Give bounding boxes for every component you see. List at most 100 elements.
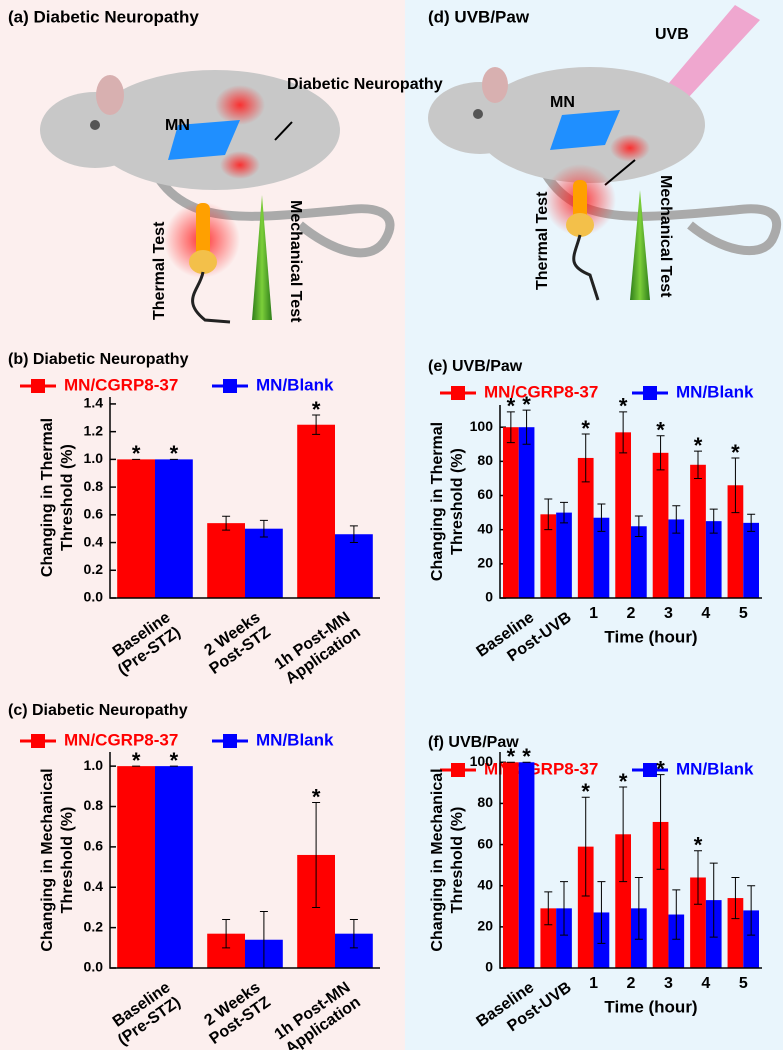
error-bar (693, 450, 702, 479)
bar (117, 766, 155, 968)
y-axis-label: Threshold (%) (59, 444, 76, 551)
bar (743, 522, 760, 598)
bar (556, 908, 572, 968)
bar (556, 512, 572, 598)
y-tick-label: 0 (485, 589, 493, 605)
mouse-illustration (40, 70, 395, 324)
mn-label: MN (550, 94, 575, 111)
legend-label: MN/CGRP8-37 (64, 375, 178, 394)
error-bar (597, 503, 606, 532)
y-tick-label: 0 (485, 959, 493, 975)
error-bar (672, 889, 681, 940)
y-axis-label: Threshold (%) (449, 807, 466, 914)
axis-line (109, 397, 380, 599)
axis-line (109, 752, 380, 969)
bar (631, 526, 647, 598)
error-bar (634, 515, 643, 538)
y-tick-label: 0.6 (84, 506, 104, 522)
y-tick-label: 0.4 (84, 533, 104, 549)
chart-title: (f) UVB/Paw (428, 734, 519, 751)
significance-mark: * (581, 779, 590, 804)
x-tick-label: 4 (701, 605, 710, 622)
x-tick-label: 5 (739, 605, 748, 622)
axis-line (499, 405, 762, 599)
error-bar (259, 519, 268, 538)
y-tick-label: 1.0 (84, 757, 104, 773)
error-bar (634, 876, 643, 940)
axis-line (499, 752, 762, 969)
error-bar (349, 525, 358, 544)
legend-swatch (643, 763, 657, 777)
y-tick-label: 40 (477, 520, 493, 536)
y-tick-label: 100 (470, 753, 494, 769)
x-tick-label: 3 (664, 975, 673, 992)
legend-label: MN/CGRP8-37 (64, 730, 178, 749)
y-axis-label: Changing in Mechanical (429, 768, 446, 951)
significance-mark: * (656, 418, 665, 443)
error-bar (560, 881, 569, 936)
x-tick-label: 3 (664, 605, 673, 622)
legend-swatch (643, 386, 657, 400)
site-label: Diabetic Neuropathy (287, 76, 443, 93)
x-tick-label: 2 (627, 975, 636, 992)
error-bar (544, 891, 553, 926)
bar (502, 427, 519, 598)
panel-title: (a) Diabetic Neuropathy (8, 7, 199, 26)
legend-label: MN/Blank (256, 375, 334, 394)
bar (668, 519, 685, 598)
bar (207, 523, 245, 598)
bar (117, 459, 155, 598)
error-bar (349, 919, 358, 949)
y-tick-label: 0.8 (84, 478, 104, 494)
error-bar (709, 508, 718, 534)
significance-mark: * (656, 756, 665, 781)
significance-mark: * (170, 441, 179, 466)
error-bar (656, 774, 665, 870)
significance-mark: * (522, 392, 531, 417)
bar (335, 534, 373, 598)
error-bar (597, 881, 606, 944)
bar (155, 766, 193, 968)
significance-mark: * (731, 440, 740, 465)
bar (652, 452, 669, 598)
y-tick-label: 0.4 (84, 878, 104, 894)
bar (727, 898, 744, 968)
error-bar (747, 885, 756, 936)
legend-swatch (31, 379, 45, 393)
legend-label: MN/CGRP8-37 (484, 382, 598, 401)
error-bar (709, 862, 718, 938)
chart-title: (b) Diabetic Neuropathy (8, 351, 189, 368)
y-axis-label: Threshold (%) (59, 807, 76, 914)
y-axis-label: Changing in Thermal (39, 418, 56, 577)
significance-mark: * (507, 744, 516, 769)
significance-mark: * (522, 744, 531, 769)
x-tick-label: 5 (739, 975, 748, 992)
significance-mark: * (619, 769, 628, 794)
error-bar (522, 409, 531, 445)
y-tick-label: 0.0 (84, 589, 104, 605)
y-axis-label: Changing in Thermal (429, 422, 446, 581)
error-bar (312, 414, 321, 435)
bar (155, 459, 193, 598)
y-tick-label: 1.2 (84, 422, 104, 438)
mouse-illustration (428, 5, 782, 301)
bar (690, 877, 706, 968)
error-bar (672, 505, 681, 534)
y-tick-label: 1.0 (84, 450, 104, 466)
bar (518, 427, 535, 598)
error-bar (619, 411, 628, 454)
y-tick-label: 0.2 (84, 561, 104, 577)
beam-label: UVB (655, 26, 689, 43)
legend-label: MN/Blank (676, 759, 754, 778)
y-tick-label: 60 (477, 486, 493, 502)
error-bar (693, 850, 702, 905)
bar (743, 910, 760, 968)
chart-title: (e) UVB/Paw (428, 358, 523, 375)
y-tick-label: 0.2 (84, 918, 104, 934)
y-axis-label: Changing in Mechanical (39, 768, 56, 951)
bar (593, 517, 610, 598)
y-tick-label: 0.0 (84, 959, 104, 975)
error-bar (222, 919, 231, 949)
error-bar (619, 786, 628, 883)
bar (705, 521, 722, 598)
